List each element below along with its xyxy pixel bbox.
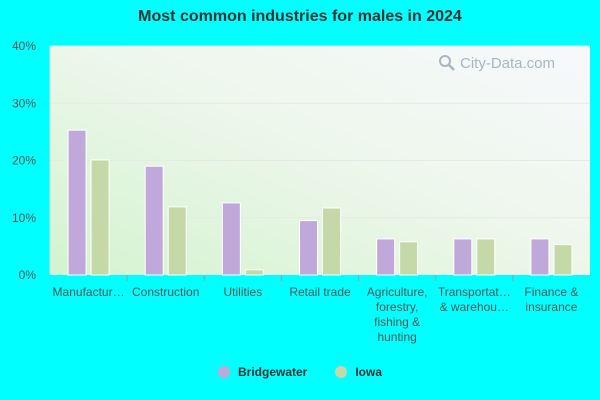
x-category-label: Manufactur… xyxy=(53,285,125,299)
x-category-label: Utilities xyxy=(224,285,263,299)
bar-iowa-4 xyxy=(322,207,341,276)
watermark-text: City-Data.com xyxy=(460,54,556,72)
magnifier-icon xyxy=(439,55,455,71)
x-category-label: Agriculture, forestry, fishing & hunting xyxy=(367,285,428,344)
legend-swatch-iowa xyxy=(335,366,348,378)
bar-bridgewater-7 xyxy=(530,238,550,276)
x-category-label: Retail trade xyxy=(289,285,351,299)
x-axis-labels: Manufactur… Construction Utilities Retail t… xyxy=(53,275,578,344)
bar-bridgewater-3 xyxy=(221,202,241,276)
legend-label-bridgewater: Bridgewater xyxy=(237,365,308,379)
y-axis-ticks: 0% 10% 20% 30% 40% xyxy=(12,39,36,282)
grid-layer xyxy=(49,45,590,275)
legend-item-bridgewater: Bridgewater xyxy=(217,365,308,379)
watermark: City-Data.com xyxy=(438,54,555,72)
legend: Bridgewater Iowa xyxy=(0,365,600,379)
y-tick-label: 40% xyxy=(12,39,36,53)
bar-iowa-2 xyxy=(167,206,187,276)
x-category-label: Construction xyxy=(132,285,199,299)
bar-iowa-1 xyxy=(90,159,110,276)
bar-iowa-5 xyxy=(399,241,419,276)
y-tick-label: 30% xyxy=(12,96,36,110)
bar-bridgewater-2 xyxy=(144,165,164,276)
chart-title: Most common industries for males in 2024 xyxy=(138,8,462,25)
bar-bridgewater-6 xyxy=(453,238,473,276)
bar-iowa-6 xyxy=(476,238,496,276)
bar-bridgewater-5 xyxy=(376,238,396,276)
x-category-label: Finance & insurance xyxy=(524,285,578,314)
bar-layer xyxy=(67,129,573,276)
bar-bridgewater-4 xyxy=(299,220,318,276)
y-tick-label: 20% xyxy=(12,154,36,168)
y-tick-label: 0% xyxy=(19,268,37,282)
legend-item-iowa: Iowa xyxy=(335,365,382,379)
bar-iowa-3 xyxy=(244,269,264,276)
x-category-label: Transportat… & warehou… xyxy=(438,285,511,314)
bar-iowa-7 xyxy=(553,244,573,276)
y-tick-label: 10% xyxy=(12,211,36,225)
bar-bridgewater-1 xyxy=(67,129,87,276)
legend-label-iowa: Iowa xyxy=(355,365,383,379)
legend-swatch-bridgewater xyxy=(217,366,230,378)
